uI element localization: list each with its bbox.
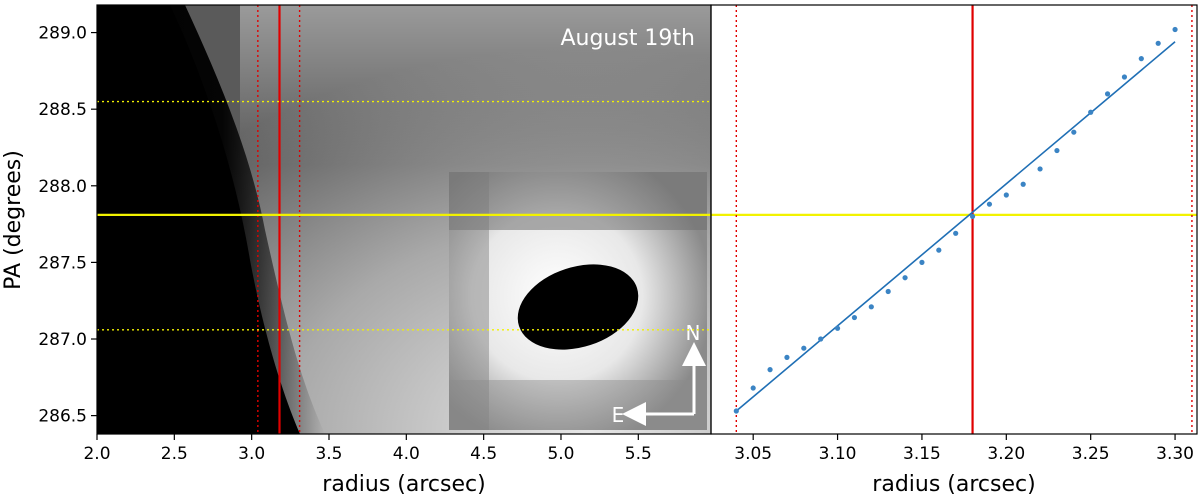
data-point — [953, 230, 959, 236]
right-x-axis-label: radius (arcsec) — [872, 472, 1035, 497]
x-tick-label: 3.20 — [987, 444, 1025, 464]
left-guide-lines — [97, 5, 711, 434]
left-x-axis-label: radius (arcsec) — [322, 472, 485, 497]
data-point — [1003, 192, 1009, 198]
data-point — [733, 408, 739, 414]
data-point — [767, 367, 773, 373]
data-point — [1172, 26, 1178, 33]
x-tick-label: 3.30 — [1156, 444, 1194, 464]
data-point — [1054, 147, 1060, 154]
data-point — [1121, 74, 1128, 80]
y-tick-label: 287.5 — [38, 253, 87, 273]
x-tick-label: 2.5 — [161, 444, 188, 464]
y-axis-label: PA (degrees) — [1, 150, 26, 290]
x-tick-label: 3.05 — [734, 444, 772, 464]
data-point — [1104, 91, 1111, 97]
x-tick-label: 3.5 — [315, 444, 342, 464]
y-tick-label: 288.5 — [38, 100, 87, 120]
data-point — [1037, 166, 1043, 172]
x-tick-label: 3.0 — [238, 444, 265, 464]
data-point — [1071, 129, 1077, 135]
y-tick-label: 288.0 — [38, 177, 87, 197]
data-point — [784, 354, 790, 360]
fit-line — [735, 41, 1176, 412]
x-tick-label: 3.15 — [903, 444, 941, 464]
x-tick-label: 3.25 — [1072, 444, 1110, 464]
data-point — [851, 314, 858, 321]
data-point — [801, 345, 807, 351]
axes: 286.5 287.0 287.5 288.0 288.5 289.0 2.0 2.5 3.0 3… — [38, 24, 1194, 464]
scatter-series — [733, 26, 1178, 414]
data-point — [902, 275, 908, 281]
data-point — [919, 259, 925, 265]
data-point — [1088, 109, 1094, 115]
inset-image: N E — [449, 172, 707, 430]
x-tick-label: 5.0 — [547, 444, 574, 464]
data-point — [868, 304, 874, 310]
data-point — [834, 325, 841, 331]
data-point — [750, 385, 756, 391]
x-tick-label: 3.10 — [819, 444, 857, 464]
data-point — [1138, 56, 1144, 62]
data-point — [1020, 181, 1026, 187]
data-point — [969, 213, 976, 220]
data-point — [1155, 40, 1161, 46]
data-point — [885, 288, 891, 295]
compass-east-label: E — [612, 403, 625, 427]
panel-title: August 19th — [560, 26, 695, 51]
y-tick-label: 287.0 — [38, 330, 87, 350]
compass-north-label: N — [686, 321, 701, 345]
y-tick-label: 289.0 — [38, 24, 87, 44]
right-guide-lines — [711, 5, 1197, 434]
x-tick-label: 4.0 — [393, 444, 420, 464]
data-point — [936, 247, 942, 253]
x-tick-label: 5.5 — [625, 444, 652, 464]
inset-dark-core — [517, 264, 639, 350]
right-panel-frame — [710, 4, 1198, 435]
y-tick-label: 286.5 — [38, 407, 87, 427]
data-point — [986, 201, 993, 207]
x-tick-label: 4.5 — [470, 444, 497, 464]
data-point — [818, 336, 824, 342]
x-tick-label: 2.0 — [83, 444, 110, 464]
